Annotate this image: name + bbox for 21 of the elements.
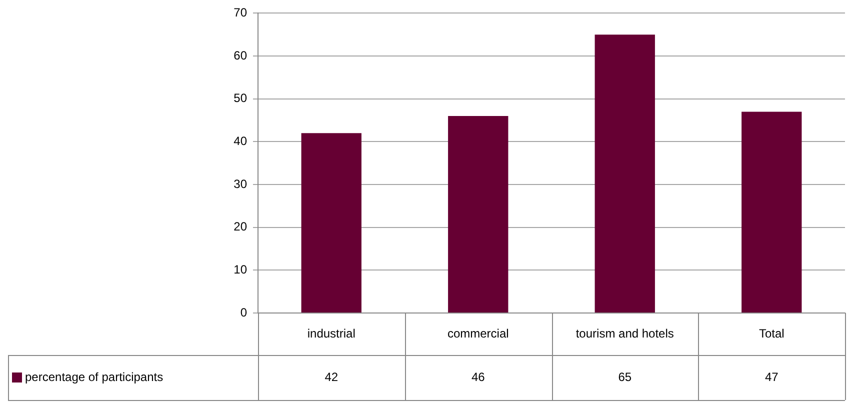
bar (448, 116, 508, 312)
bar (301, 133, 362, 312)
data-label: 42 (324, 370, 338, 384)
x-tick-label: industrial (307, 326, 356, 340)
y-tick-label: 40 (234, 134, 248, 148)
data-label: 46 (471, 370, 486, 384)
bar (742, 112, 802, 312)
y-tick-label: 20 (234, 220, 248, 234)
y-tick-label: 60 (234, 48, 248, 62)
bar (594, 34, 655, 312)
x-tick-label: tourism and hotels (576, 326, 674, 340)
x-tick-label: commercial (447, 326, 509, 340)
y-tick-label: 70 (234, 6, 248, 20)
y-tick-label: 50 (234, 91, 248, 106)
x-tick-label: Total (758, 326, 784, 340)
legend-label: percentage of participants (25, 370, 164, 384)
data-label: 47 (764, 370, 779, 384)
y-tick-label: 30 (234, 176, 248, 191)
y-tick-label: 0 (240, 305, 248, 320)
y-tick-label: 10 (234, 262, 248, 276)
data-label: 65 (618, 370, 632, 384)
